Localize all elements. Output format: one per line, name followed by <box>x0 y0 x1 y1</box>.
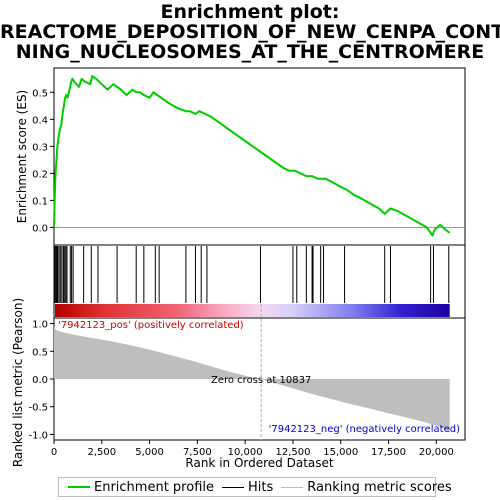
legend-label: Enrichment profile <box>94 480 214 495</box>
es-ytick-label: 0.3 <box>32 142 48 153</box>
legend-label: Hits <box>248 480 273 495</box>
metric-ytick-label: -0.5 <box>28 403 48 414</box>
negative-correlation-label: '7942123_neg' (negatively correlated) <box>269 424 460 435</box>
metric-xtick-label: 2,500 <box>87 447 116 458</box>
legend-swatch-hits <box>222 487 244 488</box>
zero-cross-label: Zero cross at 10837 <box>211 375 311 386</box>
legend-swatch-metric <box>281 487 303 488</box>
es-ytick-label: 0.5 <box>32 88 48 99</box>
metric-ytick-label: -1.0 <box>28 430 48 441</box>
legend-label: Ranking metric scores <box>307 480 451 495</box>
es-ytick-label: 0.0 <box>32 223 48 234</box>
legend-item-hits: Hits <box>222 480 273 495</box>
legend-swatch-profile <box>68 486 90 488</box>
hits-panel <box>54 245 465 318</box>
es-ylabel: Enrichment score (ES) <box>15 90 29 223</box>
legend-item-enrichment-profile: Enrichment profile <box>68 480 214 495</box>
legend-item-ranking-metric: Ranking metric scores <box>281 480 451 495</box>
es-ytick-label: 0.1 <box>32 196 48 207</box>
metric-xlabel: Rank in Ordered Dataset <box>185 456 333 470</box>
es-plot-frame <box>54 68 465 245</box>
rank-colorbar <box>55 304 450 317</box>
es-ytick-label: 0.2 <box>32 169 48 180</box>
metric-ytick-label: 0.5 <box>32 347 48 358</box>
metric-xtick-label: 5,000 <box>135 447 164 458</box>
metric-xtick-label: 17,500 <box>371 447 406 458</box>
metric-xtick-label: 20,000 <box>419 447 454 458</box>
positive-correlation-label: '7942123_pos' (positively correlated) <box>58 320 244 331</box>
legend: Enrichment profile Hits Ranking metric s… <box>58 477 436 497</box>
metric-ylabel: Ranked list metric (Pearson) <box>11 298 25 467</box>
es-ytick-label: 0.4 <box>32 115 48 126</box>
metric-ytick-label: 0.0 <box>32 375 48 386</box>
metric-xtick-label: 0 <box>51 447 57 458</box>
metric-ytick-label: 1.0 <box>32 320 48 331</box>
ranked-metric-panel: 1.00.50.0-0.5-1.00 2,500 5,000 7,500 10,000 1… <box>28 304 465 458</box>
